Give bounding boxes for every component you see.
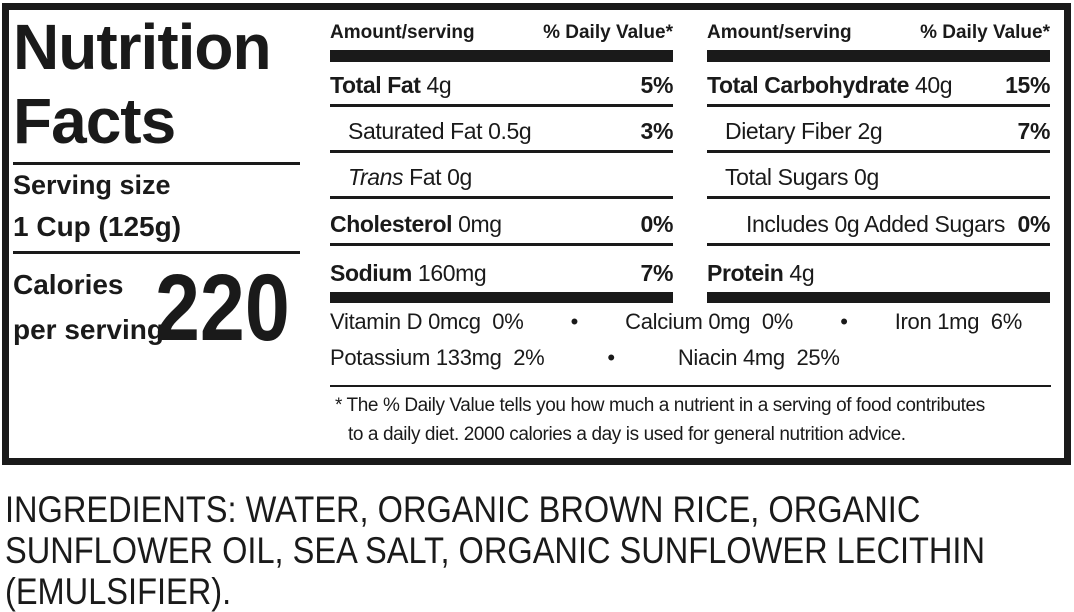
title-line-1: Nutrition xyxy=(13,11,272,83)
micronutrients-section: Vitamin D 0mcg 0% • Calcium 0mg 0% • Iro… xyxy=(330,304,1022,376)
ingredients-line-2: SUNFLOWER OIL, SEA SALT, ORGANIC SUNFLOW… xyxy=(5,530,985,571)
nutrient-rows: Total Carbohydrate 40g 15% Dietary Fiber… xyxy=(707,62,1050,292)
footnote-divider xyxy=(330,385,1051,387)
table-row-protein: Protein 4g xyxy=(707,260,815,286)
potassium-value: Potassium 133mg 2% xyxy=(330,345,545,370)
serving-size-label: Serving size xyxy=(13,170,171,200)
niacin-value: Niacin 4mg 25% xyxy=(677,345,840,370)
daily-value: 3% xyxy=(640,118,674,144)
daily-value: 15% xyxy=(1005,72,1050,98)
serving-divider xyxy=(13,251,300,254)
daily-value: 5% xyxy=(640,72,674,98)
daily-value: 7% xyxy=(1017,118,1051,144)
column-header: Amount/serving % Daily Value* xyxy=(707,16,1050,44)
column-bottom-bar xyxy=(707,292,1050,303)
serving-size-value: 1 Cup (125g) xyxy=(13,211,182,242)
table-row-total-fat: Total Fat 4g 5% xyxy=(330,62,673,107)
bullet-separator: • xyxy=(607,345,615,370)
daily-value-header: % Daily Value* xyxy=(920,22,1050,43)
table-row-added-sugars: Includes 0g Added Sugars 0% xyxy=(707,199,1050,246)
table-row-dietary-fiber: Dietary Fiber 2g 7% xyxy=(707,107,1050,153)
iron-value: Iron 1mg 6% xyxy=(894,309,1023,334)
table-row-sodium: Sodium 160mg 7% xyxy=(330,260,674,286)
amount-per-serving-header: Amount/serving xyxy=(330,22,475,43)
daily-value-footnote: * The % Daily Value tells you how much a… xyxy=(335,391,985,449)
table-row-total-carbohydrate: Total Carbohydrate 40g 15% xyxy=(707,62,1050,107)
daily-value-header: % Daily Value* xyxy=(543,22,673,43)
vitamin-d-value: Vitamin D 0mcg 0% xyxy=(330,309,524,334)
bullet-separator: • xyxy=(570,309,579,334)
calories-label-line-1: Calories xyxy=(13,269,124,300)
table-row-total-sugars: Total Sugars 0g xyxy=(707,153,1050,199)
title-line-2: Facts xyxy=(13,85,176,157)
micronutrients-line-2: Potassium 133mg 2% • Niacin 4mg 25% xyxy=(330,340,1022,376)
calories-value: 220 xyxy=(155,255,290,361)
daily-value: 7% xyxy=(640,260,674,286)
nutrient-rows: Total Fat 4g 5% Saturated Fat 0.5g 3% Tr… xyxy=(330,62,673,292)
micronutrients-line-1: Vitamin D 0mcg 0% • Calcium 0mg 0% • Iro… xyxy=(330,304,1022,340)
daily-value: 0% xyxy=(640,211,674,237)
amount-per-serving-header: Amount/serving xyxy=(707,22,852,43)
calories-label: Calories per serving xyxy=(13,262,164,352)
nutrient-column-left: Amount/serving % Daily Value* Total Fat … xyxy=(330,10,673,320)
header-bar xyxy=(707,50,1050,62)
column-header: Amount/serving % Daily Value* xyxy=(330,16,673,44)
ingredients-line-1: INGREDIENTS: WATER, ORGANIC BROWN RICE, … xyxy=(5,489,921,530)
calories-label-line-2: per serving xyxy=(13,314,164,345)
calcium-value: Calcium 0mg 0% xyxy=(625,309,794,334)
table-row-cholesterol: Cholesterol 0mg 0% xyxy=(330,199,673,246)
nutrition-facts-panel: Nutrition Facts Serving size 1 Cup (125g… xyxy=(2,3,1071,465)
ingredients-statement: INGREDIENTS: WATER, ORGANIC BROWN RICE, … xyxy=(5,489,985,612)
bullet-separator: • xyxy=(840,309,848,334)
footnote-line-2: to a daily diet. 2000 calories a day is … xyxy=(348,424,906,445)
table-row-trans-fat: Trans Fat 0g xyxy=(330,153,673,199)
ingredients-line-3: (EMULSIFIER). xyxy=(5,571,232,612)
column-bottom-bar xyxy=(330,292,673,303)
nutrient-column-right: Amount/serving % Daily Value* Total Carb… xyxy=(707,10,1050,320)
daily-value: 0% xyxy=(1017,211,1051,237)
footnote-line-1: * The % Daily Value tells you how much a… xyxy=(335,395,985,416)
table-row-saturated-fat: Saturated Fat 0.5g 3% xyxy=(330,107,673,153)
nutrition-facts-title: Nutrition Facts xyxy=(13,10,272,158)
header-bar xyxy=(330,50,673,62)
title-divider xyxy=(13,162,300,165)
